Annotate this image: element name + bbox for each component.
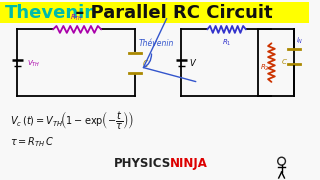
Text: $C$: $C$	[281, 57, 288, 66]
Text: NINJA: NINJA	[170, 157, 208, 170]
Text: $R_{TH}$: $R_{TH}$	[70, 13, 84, 23]
Text: PHYSICS: PHYSICS	[114, 157, 171, 170]
Text: Thévenin: Thévenin	[139, 39, 174, 48]
Text: $R_2$: $R_2$	[260, 62, 269, 73]
Text: $R_1$: $R_1$	[222, 37, 231, 48]
Text: Thevenin: Thevenin	[5, 4, 98, 22]
Text: $i_N$: $i_N$	[296, 36, 303, 46]
Text: $V_c\,(t) = V_{TH}\!\left(1 - \exp\!\left(-\dfrac{t}{\tau}\right)\right)$: $V_c\,(t) = V_{TH}\!\left(1 - \exp\!\lef…	[10, 109, 134, 131]
Text: $V$: $V$	[189, 57, 197, 68]
Text: $C$: $C$	[142, 58, 149, 69]
Text: $\tau = R_{TH}\,C$: $\tau = R_{TH}\,C$	[10, 135, 54, 149]
Text: – Parallel RC Circuit: – Parallel RC Circuit	[69, 4, 273, 22]
Text: $V_{TH}$: $V_{TH}$	[27, 58, 40, 69]
FancyBboxPatch shape	[0, 2, 308, 23]
